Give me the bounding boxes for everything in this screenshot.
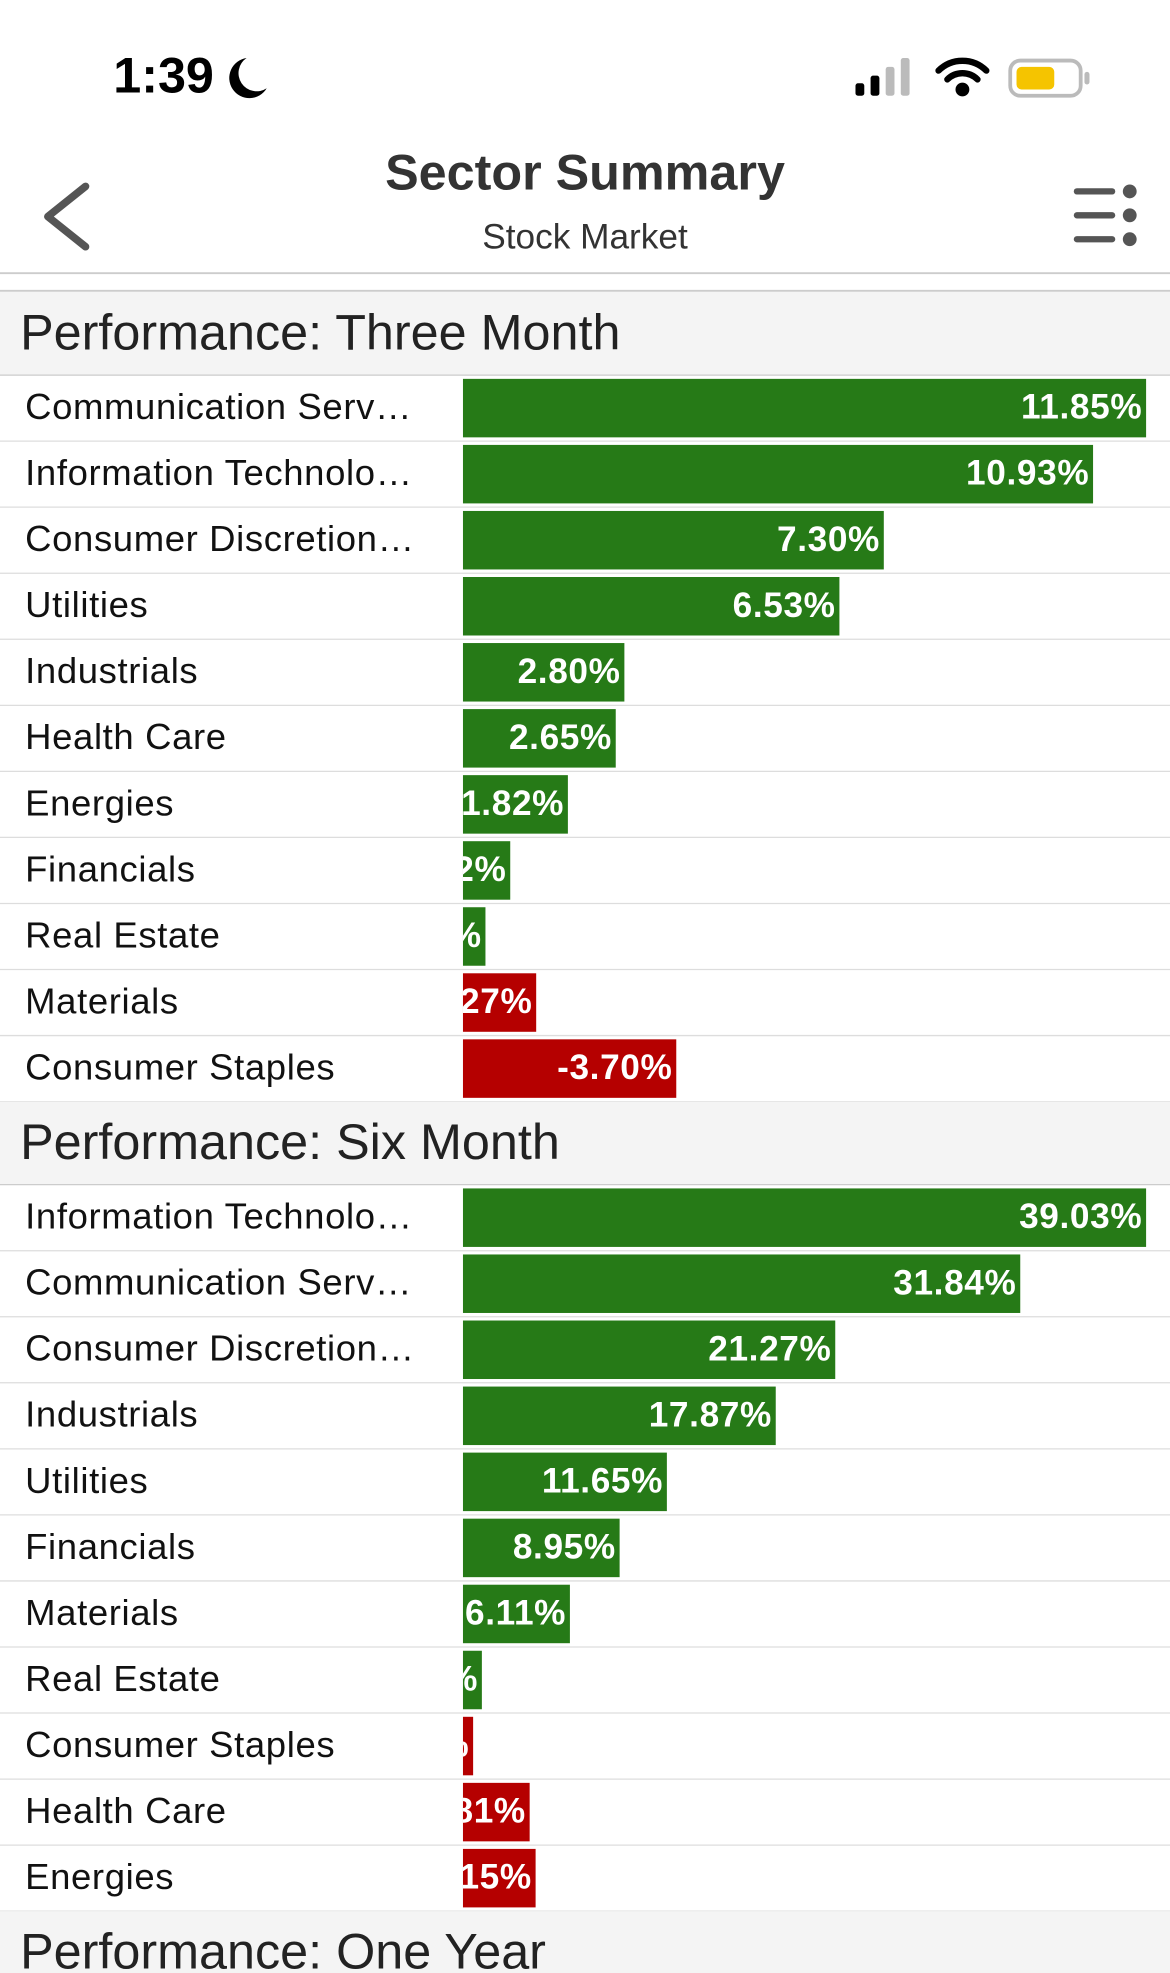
status-time: 1:39 [113,47,214,104]
value-label: -0.58% [354,1726,469,1765]
bar [462,1650,482,1710]
bar [462,643,625,702]
signal-icon [855,58,910,96]
row-label: Industrials [25,650,198,691]
bar [462,709,616,768]
bar [462,1254,1021,1313]
value-label: 0.82% [403,850,506,889]
section-header-bg [0,1911,1170,1973]
section-title: Performance: Six Month [20,1113,560,1170]
value-label: 1.82% [461,784,564,823]
bar [462,1320,836,1380]
row-label: Financials [25,848,195,889]
section-title: Performance: Three Month [20,303,620,360]
row-label: Financials [25,1526,195,1567]
menu-button[interactable] [1073,184,1137,247]
value-label: 8.95% [513,1527,616,1566]
value-label: 7.30% [777,520,880,559]
back-button[interactable] [44,182,90,251]
row-label: Consumer Staples [25,1046,335,1087]
row-label: Health Care [25,1790,227,1831]
battery-icon [1008,58,1090,98]
row-label: Consumer Discretion… [25,1328,415,1369]
section-header-bg [0,1101,1170,1185]
bar [462,1452,667,1512]
bar [462,1039,677,1098]
row-label: Energies [25,1856,174,1897]
bar [462,1584,570,1644]
value-label: -1.27% [417,982,532,1021]
row-label: Real Estate [25,1658,220,1699]
value-label: 2.65% [509,718,612,757]
row-label: Materials [25,980,179,1021]
bar [462,510,884,570]
row-label: Communication Serv… [25,386,412,427]
row-label: Utilities [25,1460,148,1501]
header-title: Sector Summary [385,144,785,201]
moon-icon [229,58,267,99]
row-label: Utilities [25,584,148,625]
bar [462,841,511,900]
bar [462,1782,530,1842]
bar [462,907,486,966]
value-label: -3.81% [411,1792,526,1831]
bar [462,1518,620,1578]
row-label: Communication Serv… [25,1262,412,1303]
row-label: Industrials [25,1394,198,1435]
row-label: Health Care [25,716,227,757]
bar [462,1848,536,1908]
value-label: 21.27% [708,1329,831,1368]
value-label: -4.15% [416,1858,531,1897]
value-label: 6.11% [465,1594,566,1633]
row-label: Consumer Staples [25,1724,335,1765]
row-label: Information Technolo… [25,452,413,493]
value-label: -3.70% [557,1048,672,1087]
section-header-bg [0,292,1170,376]
bar [462,1386,776,1446]
row-label: Real Estate [25,914,220,955]
row-label: Information Technolo… [25,1196,413,1237]
bar [462,1716,474,1776]
value-label: 0.39% [379,916,482,955]
header-subtitle: Stock Market [482,218,688,257]
section-title: Performance: One Year [20,1923,546,1973]
value-label: 31.84% [893,1263,1016,1302]
bar [462,1188,1147,1247]
bar [462,444,1094,504]
row-label: Materials [25,1592,179,1633]
value-label: 11.85% [1021,388,1142,427]
bar [462,775,568,834]
value-label: 17.87% [649,1395,772,1434]
value-label: 10.93% [966,454,1089,493]
bar [462,378,1147,438]
row-label: Energies [25,782,174,823]
value-label: 2.80% [518,652,621,691]
value-label: 11.65% [542,1461,663,1500]
value-label: 6.53% [733,586,836,625]
value-label: 1.08% [375,1660,478,1699]
wifi-icon [935,57,990,97]
value-label: 39.03% [1019,1197,1142,1236]
bar [462,577,840,636]
spacer [0,274,1170,291]
bar [462,973,537,1032]
row-label: Consumer Discretion… [25,518,415,559]
